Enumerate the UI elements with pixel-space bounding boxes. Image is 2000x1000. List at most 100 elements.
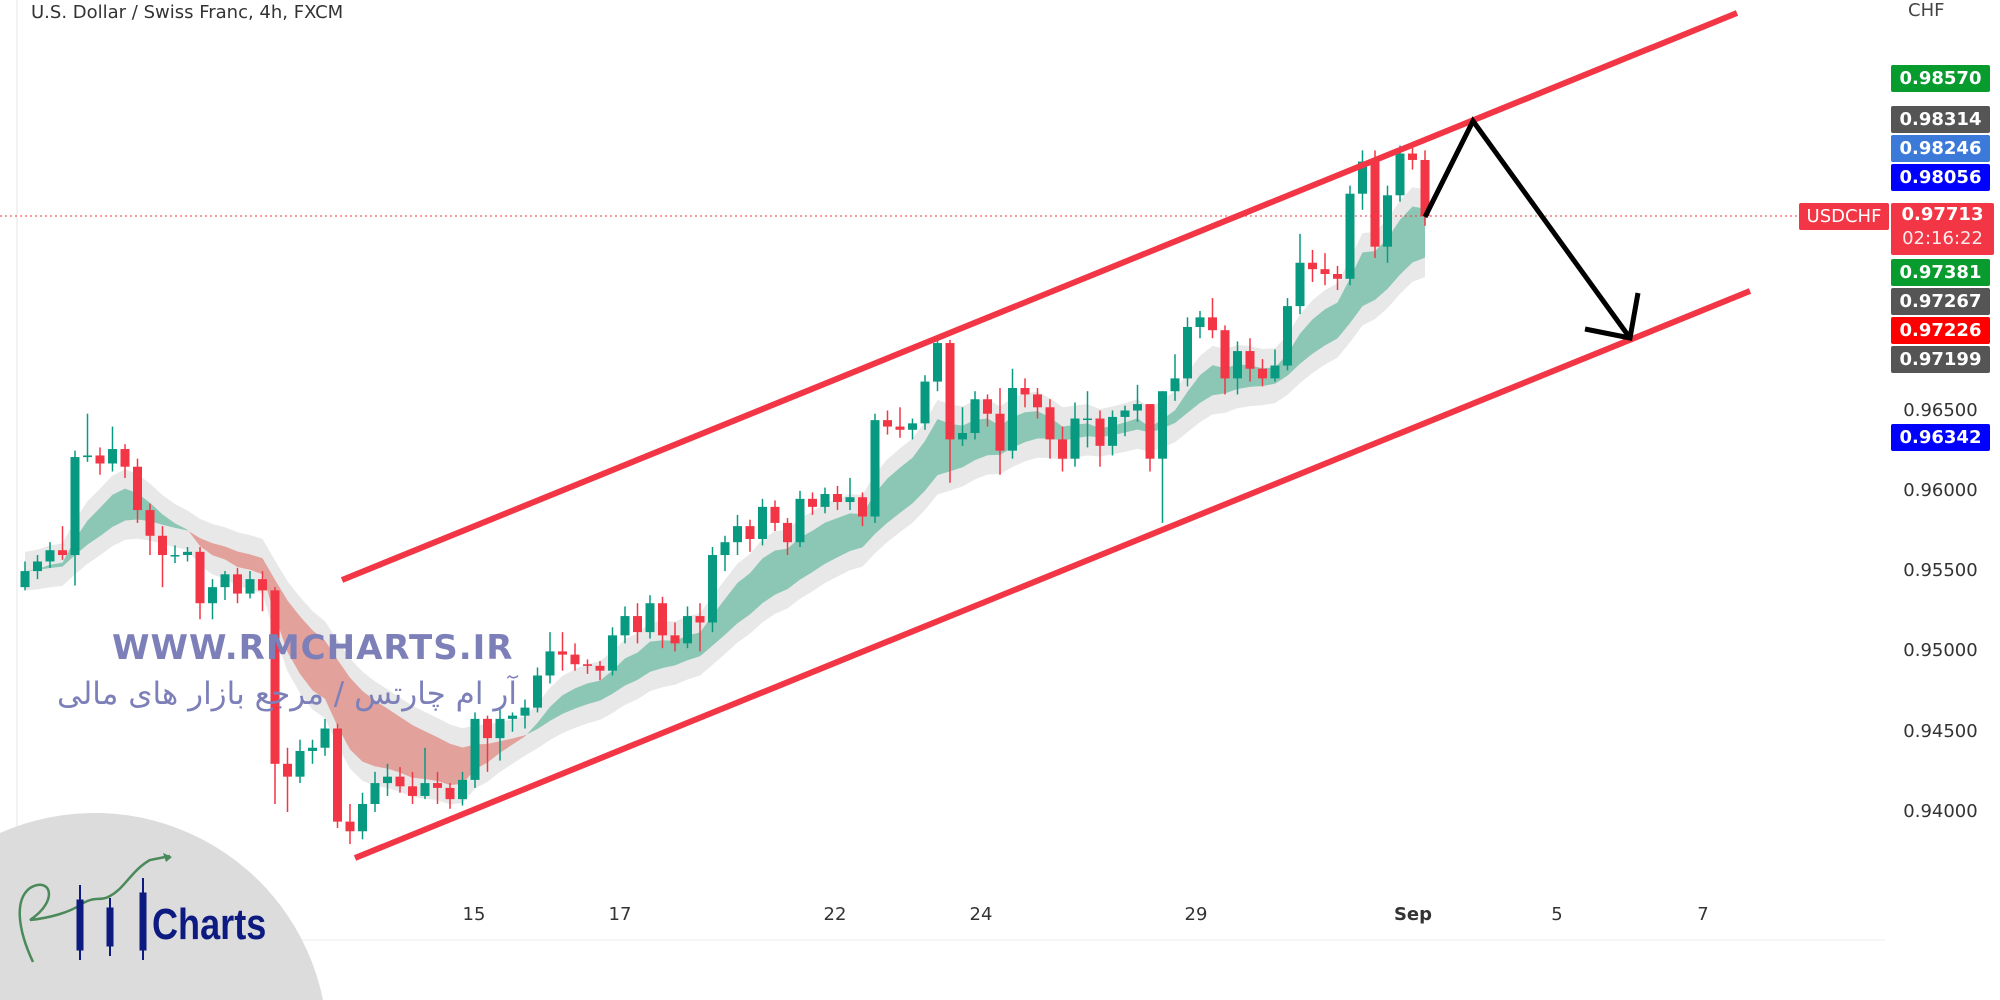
candle-body [1270,365,1280,379]
logo-arrow-icon [163,853,172,862]
ribbon-segment [1325,302,1338,346]
candle-body [783,522,792,543]
candle-body [495,718,505,739]
arrow-head-icon [1584,292,1641,341]
current-price-label: 0.97713 02:16:22 [1891,203,1994,255]
ribbon-segment [887,467,900,523]
candle-body [220,574,230,588]
ribbon-segment [1200,365,1213,403]
candle-body [895,426,905,430]
ribbon-segment [87,507,100,545]
ribbon-segment [787,537,800,590]
candle-body [658,603,667,636]
ribbon-segment [187,529,200,547]
candle-body [1108,416,1117,446]
candle-body [1120,410,1130,417]
price-label: 0.97267 [1891,288,1990,315]
candle-body [608,635,617,671]
price-label: 0.97226 [1891,317,1990,344]
candle-body [170,555,180,557]
candle-body [20,571,30,588]
candle-body [458,779,467,800]
candle-body [1008,388,1017,451]
ribbon-segment [750,558,763,615]
x-tick-label: Sep [1393,904,1433,925]
watermark-url: WWW.RMCHARTS.IR [112,628,514,668]
ribbon-segment [1300,319,1313,364]
candle-body [983,399,992,414]
candle-body [1383,195,1392,247]
projection-arrow[interactable] [1422,116,1633,340]
candle-body [1320,269,1330,274]
ribbon-segment [512,735,525,745]
watermark-tagline: آر ام چارتس / مرجع بازار های مالی [57,676,517,712]
x-tick-label: 17 [608,904,632,925]
candle-body [758,506,767,539]
ribbon-segment [1400,206,1413,275]
candle-body [383,776,392,784]
ribbon-segment [612,658,625,694]
candle-body [1083,418,1092,421]
candle-body [1020,388,1030,395]
candle-body [283,763,292,777]
x-tick-label: 5 [1551,904,1563,925]
candle-body [920,381,930,424]
ribbon-segment [537,706,550,729]
ribbon-segment [725,582,738,635]
candle-body [470,718,480,780]
candle-body [1283,306,1292,366]
candle-body [1183,326,1192,379]
x-tick-label: 24 [969,904,993,925]
ribbon-segment [1375,238,1388,300]
logo-script-icon [18,854,171,963]
currency-label: CHF [1908,0,1945,21]
ribbon-segment [175,523,188,531]
ribbon-segment [1350,252,1363,324]
ribbon-segment [600,670,613,701]
candle-body [970,399,980,433]
chart-title: U.S. Dollar / Swiss Franc, 4h, FXCM [31,2,344,23]
candle-body [233,574,242,594]
ribbon-segment [337,659,350,750]
candle-body [770,506,780,523]
ribbon-segment [425,731,438,781]
candle-body [520,707,530,716]
candle-body [1158,391,1167,459]
candle-body [733,526,742,543]
candle-body [533,675,542,708]
candle-body [808,498,817,507]
ribbon-segment [375,700,388,769]
ribbon-segment [362,690,375,767]
ribbon-segment [250,554,263,575]
ribbon-segment [100,494,113,537]
ribbon-segment [487,741,500,763]
channel-upper-line[interactable] [340,10,1739,583]
ribbon-segment [1412,206,1425,263]
ribbon-segment [775,548,788,595]
candle-body [1095,418,1105,446]
candle-body [858,497,867,517]
candle-body [158,535,167,556]
ribbon-segment [737,573,750,624]
ribbon-segment [200,538,213,556]
candle-body [1370,161,1380,247]
candle-body [83,455,92,458]
ribbon-segment [400,716,413,778]
candle-body [1258,368,1267,379]
ribbon-segment [1175,391,1188,423]
candle-body [870,420,880,517]
ribbon-segment [650,640,663,672]
candle-body [633,616,642,633]
ribbon-segment [587,680,600,705]
ribbon-segment [1187,375,1200,413]
candle-body [1233,351,1242,379]
candle-body [445,787,455,800]
candle-body [1033,394,1042,408]
candle-body [1058,439,1067,459]
candle-body [1408,153,1417,160]
current-price: 0.97713 [1901,204,1984,225]
channel-lower-line[interactable] [353,288,1752,861]
candle-body [1358,161,1367,194]
ribbon-segment [575,683,588,709]
